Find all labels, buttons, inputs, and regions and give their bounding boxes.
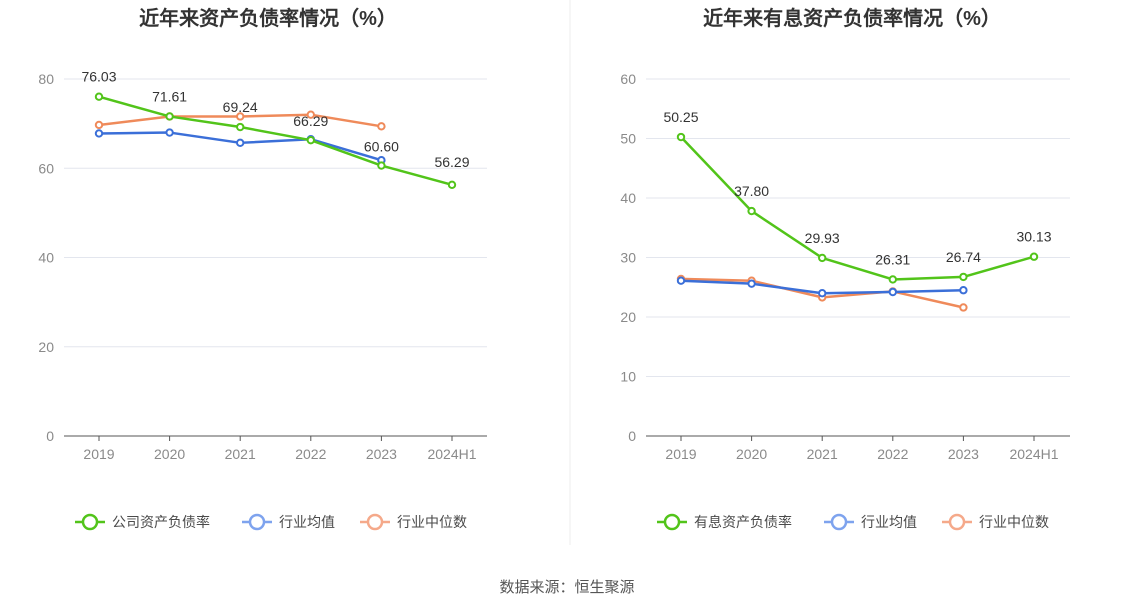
legend-label: 行业均值 xyxy=(279,514,335,530)
legend-item[interactable]: 行业均值 xyxy=(242,513,335,531)
data-point xyxy=(676,132,686,142)
y-tick-label: 20 xyxy=(38,339,54,355)
data-source: 数据来源：恒生聚源 xyxy=(499,579,634,596)
data-point xyxy=(165,112,174,121)
data-point xyxy=(94,92,104,101)
legend-item[interactable]: 行业中位数 xyxy=(942,513,1049,531)
data-label: 66.29 xyxy=(293,113,328,129)
x-tick-label: 2023 xyxy=(948,446,979,462)
data-point xyxy=(377,122,386,131)
chart-debt-ratio: 近年来资产负债率情况（%） 0 20 40 60 80 2019 2020 2021 2022 20… xyxy=(38,6,487,531)
x-tick-label: 2022 xyxy=(877,446,908,462)
data-label: 56.29 xyxy=(434,154,469,170)
x-tick-label: 2022 xyxy=(295,446,326,462)
y-tick-label: 50 xyxy=(620,131,636,147)
legend-marker xyxy=(248,513,266,531)
data-label: 26.31 xyxy=(875,251,910,267)
data-point xyxy=(959,303,968,312)
y-tick-label: 40 xyxy=(38,250,54,266)
y-tick-label: 60 xyxy=(620,71,636,87)
y-tick-label: 60 xyxy=(38,160,54,176)
x-tick-label: 2024H1 xyxy=(1009,446,1058,462)
data-point xyxy=(165,128,174,137)
data-point xyxy=(236,122,245,132)
data-label: 76.03 xyxy=(81,69,116,85)
x-tick-label: 2020 xyxy=(154,446,185,462)
y-tick-label: 0 xyxy=(628,428,636,444)
data-point xyxy=(959,286,968,295)
data-point xyxy=(676,276,686,285)
legend-item[interactable]: 行业中位数 xyxy=(360,513,467,531)
y-tick-label: 10 xyxy=(620,369,636,385)
y-tick-label: 0 xyxy=(46,428,54,444)
x-tick-label: 2023 xyxy=(366,446,397,462)
data-label: 60.60 xyxy=(364,139,399,155)
legend-label: 行业中位数 xyxy=(397,514,467,530)
legend-item[interactable]: 有息资产负债率 xyxy=(657,513,792,531)
series-line xyxy=(680,136,1035,281)
data-point xyxy=(747,206,756,216)
data-point xyxy=(888,287,897,297)
legend-item[interactable]: 公司资产负债率 xyxy=(75,513,210,531)
data-label: 69.24 xyxy=(223,99,258,115)
data-point xyxy=(236,112,245,121)
data-label: 26.74 xyxy=(946,249,981,265)
chart-title: 近年来资产负债率情况（%） xyxy=(139,6,397,30)
x-tick-label: 2019 xyxy=(665,446,696,462)
chart-interest-debt-ratio: 近年来有息资产负债率情况（%） 0 10 20 30 40 50 60 2019 2020 2021… xyxy=(620,6,1070,531)
y-tick-label: 80 xyxy=(38,71,54,87)
x-tick-label: 2019 xyxy=(83,446,114,462)
data-label: 30.13 xyxy=(1016,229,1051,245)
x-tick-label: 2021 xyxy=(225,446,256,462)
legend-label: 行业中位数 xyxy=(979,514,1049,530)
data-point xyxy=(236,138,245,148)
x-tick-label: 2021 xyxy=(807,446,838,462)
legend-marker xyxy=(663,513,681,531)
data-point xyxy=(377,161,386,170)
legend-marker xyxy=(366,513,384,531)
data-point xyxy=(447,180,457,190)
data-point xyxy=(959,272,968,282)
legend-marker xyxy=(830,513,848,531)
x-tick-label: 2024H1 xyxy=(427,446,476,462)
data-label: 29.93 xyxy=(805,230,840,246)
data-point xyxy=(1029,252,1039,261)
data-point xyxy=(888,275,897,284)
data-point xyxy=(94,129,104,138)
legend-label: 行业均值 xyxy=(861,514,917,530)
data-label: 71.61 xyxy=(152,88,187,104)
legend-label: 公司资产负债率 xyxy=(112,514,210,530)
series-line xyxy=(98,95,453,187)
data-point xyxy=(818,253,827,263)
y-tick-label: 30 xyxy=(620,250,636,266)
data-point xyxy=(818,289,827,298)
y-tick-label: 20 xyxy=(620,309,636,325)
chart-title: 近年来有息资产负债率情况（%） xyxy=(703,6,1001,30)
legend-marker xyxy=(81,513,99,531)
y-tick-label: 40 xyxy=(620,190,636,206)
legend-label: 有息资产负债率 xyxy=(694,514,792,530)
data-point xyxy=(306,110,315,119)
data-label: 37.80 xyxy=(734,183,769,199)
data-point xyxy=(94,120,104,130)
legend-item[interactable]: 行业均值 xyxy=(824,513,917,531)
x-tick-label: 2020 xyxy=(736,446,767,462)
data-point xyxy=(747,279,756,288)
legend-marker xyxy=(948,513,966,531)
data-point xyxy=(306,135,315,145)
data-label: 50.25 xyxy=(663,109,698,125)
